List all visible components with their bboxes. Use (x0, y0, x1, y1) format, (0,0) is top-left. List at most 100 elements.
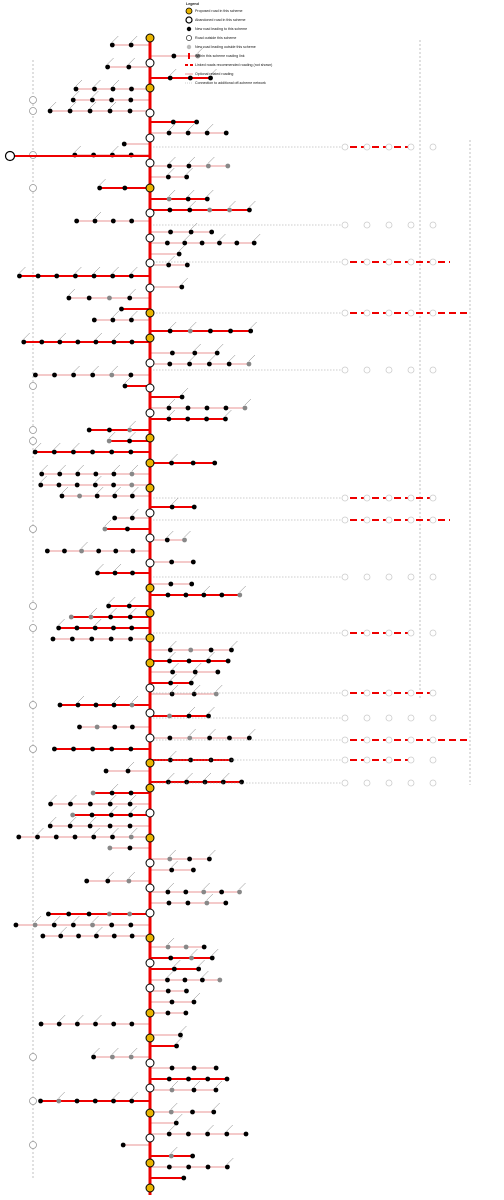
label-tick (131, 827, 138, 835)
node (185, 130, 191, 136)
trunk-node (145, 83, 155, 93)
node (129, 493, 135, 499)
node (129, 317, 134, 323)
label-tick (168, 409, 176, 417)
off-node (407, 573, 415, 581)
label-tick (131, 266, 138, 274)
label-tick (169, 651, 176, 659)
label-tick (229, 200, 236, 208)
label-tick (197, 46, 204, 54)
node (208, 647, 214, 653)
label-tick (178, 244, 186, 252)
node (120, 1142, 126, 1148)
label-tick (248, 354, 256, 362)
trunk-node (145, 708, 155, 718)
label-tick (250, 321, 257, 329)
node (224, 1131, 230, 1137)
node (165, 779, 171, 785)
node (59, 493, 65, 499)
label-tick (172, 662, 179, 670)
node (89, 636, 95, 642)
label-tick (129, 596, 136, 604)
node (111, 625, 116, 631)
node (86, 911, 92, 917)
label-tick (204, 772, 212, 780)
node (71, 372, 77, 378)
node (234, 240, 240, 246)
label-tick (239, 882, 246, 890)
node (187, 75, 193, 81)
node (168, 1109, 174, 1115)
label-tick (184, 233, 191, 241)
label-tick (170, 750, 177, 758)
node (102, 526, 108, 532)
node (205, 1164, 211, 1170)
off-node (363, 689, 371, 697)
label-tick (113, 1091, 120, 1099)
node (92, 86, 97, 92)
node (190, 1109, 195, 1115)
node (86, 295, 92, 301)
trunk-node (145, 1133, 155, 1143)
node (167, 647, 173, 653)
label-tick (111, 805, 118, 813)
label-tick (95, 618, 102, 626)
node (38, 482, 44, 488)
label-tick (94, 211, 102, 219)
off-node (363, 494, 371, 502)
node (53, 834, 59, 840)
node (209, 229, 215, 235)
node (74, 482, 80, 488)
node (167, 713, 172, 719)
node (90, 97, 95, 103)
node (187, 328, 193, 334)
label-tick (112, 35, 119, 43)
node (70, 812, 76, 818)
node (119, 306, 124, 312)
node (128, 812, 134, 818)
node (90, 449, 95, 455)
off-node (341, 736, 349, 744)
label-tick (34, 915, 42, 923)
trunk-node (145, 183, 155, 193)
off-node (385, 494, 393, 502)
node (107, 295, 112, 301)
label-tick (187, 123, 195, 131)
node (87, 823, 93, 829)
off-node (341, 366, 349, 374)
label-tick (111, 365, 118, 373)
label-tick (168, 255, 175, 263)
off-node (429, 309, 437, 317)
label-tick (208, 706, 215, 714)
off-node (429, 143, 437, 151)
node (127, 911, 133, 917)
label-tick (169, 321, 177, 329)
label-tick (89, 816, 97, 824)
node (95, 570, 100, 576)
node (191, 504, 197, 510)
node (128, 449, 134, 455)
node (192, 350, 198, 356)
label-tick (54, 442, 61, 450)
node (223, 405, 229, 411)
label-tick (207, 189, 214, 197)
label-tick (181, 387, 189, 395)
trunk-node (145, 758, 155, 768)
node (246, 361, 252, 367)
label-tick (73, 915, 80, 923)
node (126, 878, 132, 884)
node (77, 493, 82, 499)
label-tick (112, 310, 120, 318)
node (96, 548, 102, 554)
trunk-node (145, 58, 155, 68)
node (227, 207, 232, 213)
node (47, 823, 53, 829)
node (128, 834, 134, 840)
node (75, 471, 81, 477)
label-tick (68, 288, 76, 296)
node (164, 240, 170, 246)
node (122, 185, 128, 191)
off-node (341, 779, 349, 787)
node (129, 1021, 135, 1027)
node (79, 548, 84, 554)
